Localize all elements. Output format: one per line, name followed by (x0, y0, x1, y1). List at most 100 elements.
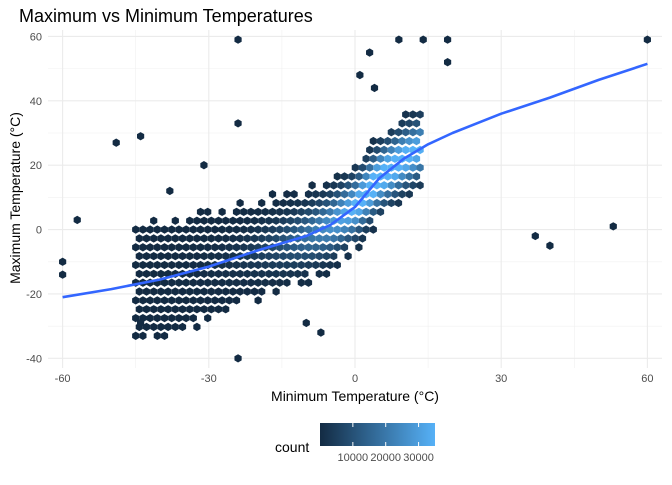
hexbin-outlier-cell (59, 257, 67, 266)
hexbin-cell (250, 216, 259, 225)
hexbin-cell (351, 216, 359, 225)
legend-ticks: 10000 20000 30000 (338, 423, 434, 464)
hexbin-cell (160, 313, 169, 323)
hexbin-cell (308, 198, 316, 208)
hexbin-cell (204, 296, 212, 305)
hexbin-cell (312, 190, 320, 199)
hexbin-cell (376, 190, 385, 199)
hexbin-cell (254, 207, 262, 217)
hexbin-cell (225, 260, 233, 270)
hexbin-cell (157, 322, 165, 332)
hexbin-cell (258, 198, 266, 208)
hexbin-cell (340, 172, 349, 181)
hexbin-cell (373, 163, 381, 172)
hexbin-cell (326, 190, 334, 199)
hexbin-cell (193, 322, 201, 332)
hexbin-cell (200, 251, 208, 261)
hexbin-cell (146, 313, 154, 323)
hexbin-cell (326, 207, 334, 217)
hexbin-cell (150, 322, 158, 332)
hexbin-cell (186, 216, 194, 225)
hexbin-cell (366, 163, 374, 172)
hexbin-cell (225, 296, 233, 305)
hexbin-cell (380, 198, 388, 208)
hexbin-cell (344, 216, 352, 225)
hexbin-cell (168, 313, 176, 323)
hexbin-outlier-cell (234, 119, 242, 128)
hexbin-cell (261, 260, 269, 270)
hexbin-cell (333, 190, 341, 199)
hexbin-cell (243, 269, 251, 278)
hexbin-cell (294, 251, 302, 261)
hexbin-outlier-cell (112, 138, 120, 147)
hexbin-cell (200, 234, 208, 243)
hexbin-cell (416, 128, 424, 137)
hexbin-cell (189, 260, 197, 270)
hexbin-cell (322, 251, 331, 261)
hexbin-cell (348, 225, 356, 234)
hexbin-cell (142, 234, 151, 243)
hexbin-cell (304, 260, 313, 270)
color-legend: count 10000 20000 30000 (275, 423, 435, 464)
hexbin-cell (279, 269, 287, 278)
hexbin-cell (211, 243, 219, 252)
hexbin-cell (229, 234, 237, 243)
hexbin-cell (376, 136, 385, 146)
hexbin-cell (236, 269, 244, 278)
hexbin-cell (211, 278, 219, 287)
hexbin-cell (146, 243, 154, 252)
hexbin-cell (290, 243, 298, 252)
x-tick-label: 60 (641, 373, 653, 385)
hexbin-outlier-cell (234, 354, 242, 363)
hexbin-cell (135, 305, 143, 314)
hexbin-cell (160, 278, 169, 287)
hexbin-cell (276, 278, 284, 287)
hexbin-cell (301, 269, 309, 278)
hexbin-cell (142, 269, 151, 278)
hexbin-cell (240, 243, 248, 252)
hexbin-cell (222, 287, 230, 296)
hexbin-cell (265, 251, 273, 261)
hexbin-cell (402, 110, 410, 119)
hexbin-cell (362, 225, 370, 234)
hexbin-cell (351, 234, 359, 243)
hexbin-cell (196, 243, 205, 252)
hexbin-cell (182, 260, 190, 270)
hexbin-cell (261, 278, 269, 287)
hexbin-cell (153, 243, 161, 252)
hexbin-cell (171, 216, 179, 225)
hexbin-cell (247, 225, 255, 234)
hexbin-cell (337, 198, 345, 208)
hexbin-cell (135, 287, 143, 296)
hexbin-cell (322, 198, 331, 208)
hexbin-cell (369, 225, 377, 234)
hexbin-cell (412, 154, 421, 163)
hexbin-cell (394, 145, 403, 155)
hexbin-cell (132, 313, 140, 323)
hexbin-cell (409, 128, 417, 137)
hexbin-cell (268, 260, 277, 270)
hexbin-cell (218, 296, 226, 305)
hexbin-cell (168, 260, 176, 270)
hexbin-cell (344, 198, 352, 208)
hexbin-cell (384, 190, 392, 199)
hexbin-cell (344, 181, 352, 190)
hexbin-cell (416, 163, 424, 172)
hexbin-cell (189, 243, 197, 252)
hexbin-cell (142, 322, 151, 332)
hexbin-cell (182, 313, 190, 323)
hexbin-cell (261, 225, 269, 234)
hexbin-cell (279, 251, 287, 261)
hexbin-outlier-cell (73, 215, 81, 225)
hexbin-cell (326, 243, 334, 252)
hexbin-cell (362, 207, 370, 217)
hexbin-cell (409, 181, 417, 190)
hexbin-cell (369, 172, 377, 181)
hexbin-cell (297, 225, 305, 234)
hexbin-outlier-cell (609, 222, 617, 231)
hexbin-cell (175, 243, 183, 252)
hexbin-cell (193, 234, 201, 243)
hexbin-cell (236, 216, 244, 225)
hexbin-cell (146, 296, 154, 305)
